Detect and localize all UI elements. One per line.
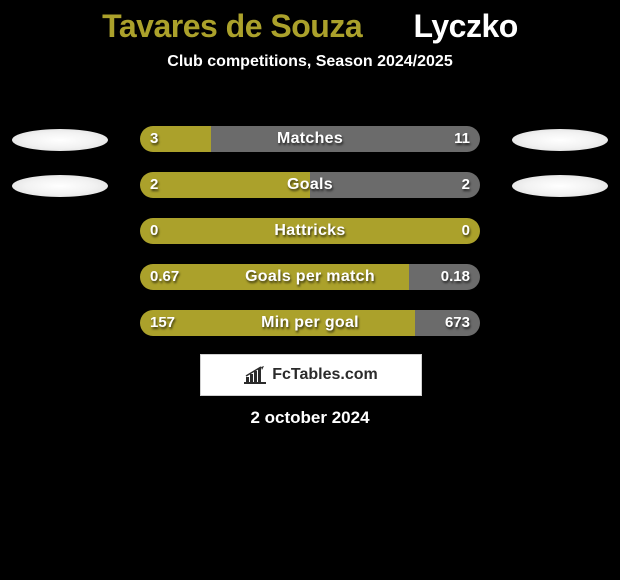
stat-bar-track: 3Matches11 (140, 126, 480, 152)
stat-value-right: 0 (462, 218, 470, 244)
stat-value-right: 673 (445, 310, 470, 336)
player-right-name: Lyczko (414, 8, 518, 44)
stat-bar-track: 0.67Goals per match0.18 (140, 264, 480, 290)
stat-row: 157Min per goal673 (0, 308, 620, 354)
stat-bar-track: 157Min per goal673 (140, 310, 480, 336)
stat-row: 2Goals2 (0, 170, 620, 216)
stat-row: 3Matches11 (0, 124, 620, 170)
player-right-marker (512, 175, 608, 197)
comparison-infographic: Tavares de Souza vs Lyczko Club competit… (0, 0, 620, 580)
subtitle: Club competitions, Season 2024/2025 (0, 53, 620, 71)
stat-label: Goals per match (140, 264, 480, 290)
stat-row: 0Hattricks0 (0, 216, 620, 262)
vs-separator: vs (362, 8, 413, 44)
player-left-marker (12, 129, 108, 151)
page-title: Tavares de Souza vs Lyczko (0, 0, 620, 45)
stat-label: Matches (140, 126, 480, 152)
fctables-badge[interactable]: FcTables.com (200, 354, 422, 396)
stat-bar-track: 2Goals2 (140, 172, 480, 198)
stat-value-right: 2 (462, 172, 470, 198)
stat-label: Goals (140, 172, 480, 198)
stat-bars: 3Matches11 2Goals2 0Hattricks0 0.67Goals pe… (0, 124, 620, 354)
stat-value-right: 11 (454, 126, 470, 152)
stat-value-right: 0.18 (441, 264, 470, 290)
chart-icon (244, 366, 266, 384)
stat-row: 0.67Goals per match0.18 (0, 262, 620, 308)
player-left-marker (12, 175, 108, 197)
stat-label: Hattricks (140, 218, 480, 244)
stat-bar-track: 0Hattricks0 (140, 218, 480, 244)
player-left-name: Tavares de Souza (102, 8, 362, 44)
player-right-marker (512, 129, 608, 151)
date-label: 2 october 2024 (0, 408, 620, 428)
stat-label: Min per goal (140, 310, 480, 336)
badge-text: FcTables.com (272, 366, 378, 384)
